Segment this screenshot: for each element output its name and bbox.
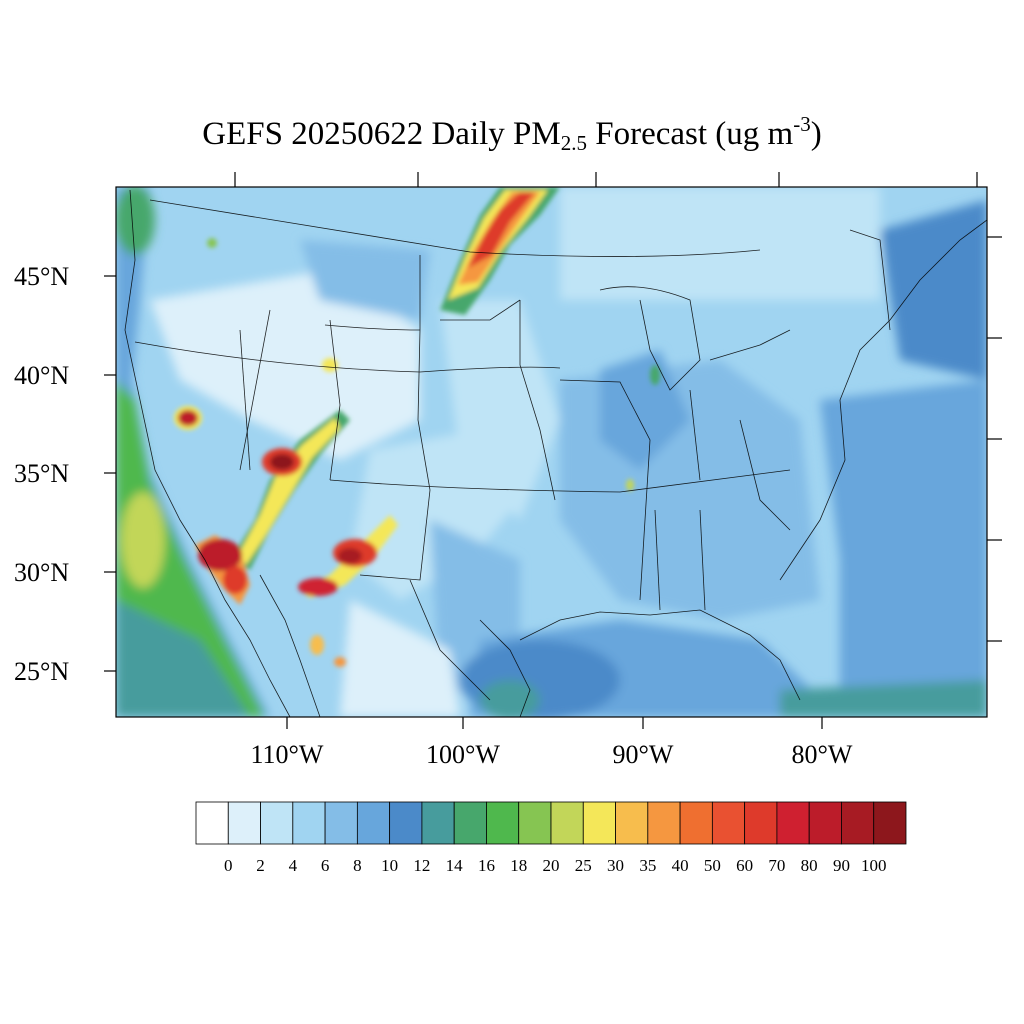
lon-label-90w: 90°W <box>612 740 674 769</box>
colorbar-tick-label: 25 <box>574 856 592 875</box>
colorbar-swatch <box>421 801 455 845</box>
colorbar-swatch <box>518 801 552 845</box>
colorbar-tick-label: 20 <box>542 856 560 875</box>
colorbar-swatch <box>615 801 649 845</box>
colorbar-tick-label: 6 <box>320 856 330 875</box>
colorbar-swatch <box>711 801 746 845</box>
colorbar-tick-label: 50 <box>703 856 721 875</box>
colorbar-swatch <box>582 801 616 845</box>
lat-label-25: 25°N <box>14 657 70 686</box>
lat-label-30: 30°N <box>14 558 70 587</box>
title-main: GEFS 20250622 Daily PM <box>202 116 561 152</box>
colorbar-tick-label: 30 <box>607 856 625 875</box>
colorbar-tick-label: 35 <box>639 856 657 875</box>
colorbar-tick-label: 100 <box>860 856 887 875</box>
colorbar-tick-label: 40 <box>671 856 689 875</box>
title-superscript: -3 <box>793 112 811 136</box>
colorbar-swatch <box>227 801 261 845</box>
lon-label-80w: 80°W <box>791 740 853 769</box>
lon-label-100w: 100°W <box>426 740 500 769</box>
colorbar-swatch <box>744 801 778 845</box>
colorbar-tick-label: 70 <box>768 856 786 875</box>
colorbar-tick-label: 2 <box>256 856 265 875</box>
colorbar-tick-label: 8 <box>353 856 362 875</box>
title-subscript: 2.5 <box>560 131 587 155</box>
lon-label-110w: 110°W <box>250 740 324 769</box>
colorbar-swatch <box>260 801 294 845</box>
colorbar-tick-label: 12 <box>413 856 431 875</box>
map-title: GEFS 20250622 Daily PM2.5 Forecast (ug m… <box>0 112 1024 156</box>
colorbar-swatch <box>873 801 907 845</box>
colorbar-tick-label: 80 <box>800 856 818 875</box>
boundary-lines <box>124 189 987 717</box>
colorbar <box>195 801 907 845</box>
colorbar-swatch <box>841 801 875 845</box>
lat-label-45: 45°N <box>14 262 70 291</box>
colorbar-tick-label: 18 <box>510 856 528 875</box>
colorbar-swatch <box>808 801 842 845</box>
colorbar-swatch <box>292 801 326 845</box>
title-middle: Forecast (ug m <box>587 116 794 152</box>
colorbar-swatch <box>776 801 810 845</box>
colorbar-swatch <box>195 801 229 845</box>
colorbar-tick-label: 4 <box>288 856 298 875</box>
lat-label-35: 35°N <box>14 459 70 488</box>
lat-label-40: 40°N <box>14 361 70 390</box>
colorbar-swatch <box>453 801 487 845</box>
axis-ticks <box>104 172 1002 729</box>
colorbar-swatch <box>324 801 358 845</box>
colorbar-tick-label: 60 <box>736 856 754 875</box>
title-suffix: ) <box>810 116 822 152</box>
colorbar-tick-label: 90 <box>832 856 850 875</box>
colorbar-swatch <box>679 801 713 845</box>
colorbar-swatch <box>550 801 584 845</box>
colorbar-swatch <box>356 801 391 845</box>
colorbar-tick-label: 0 <box>224 856 233 875</box>
colorbar-tick-label: 10 <box>381 856 399 875</box>
colorbar-swatch <box>486 801 520 845</box>
colorbar-swatch <box>647 801 681 845</box>
map-frame <box>115 186 988 718</box>
colorbar-tick-label: 16 <box>477 856 495 875</box>
colorbar-tick-label: 14 <box>445 856 463 875</box>
colorbar-swatch <box>389 801 423 845</box>
concentration-field <box>116 187 987 717</box>
